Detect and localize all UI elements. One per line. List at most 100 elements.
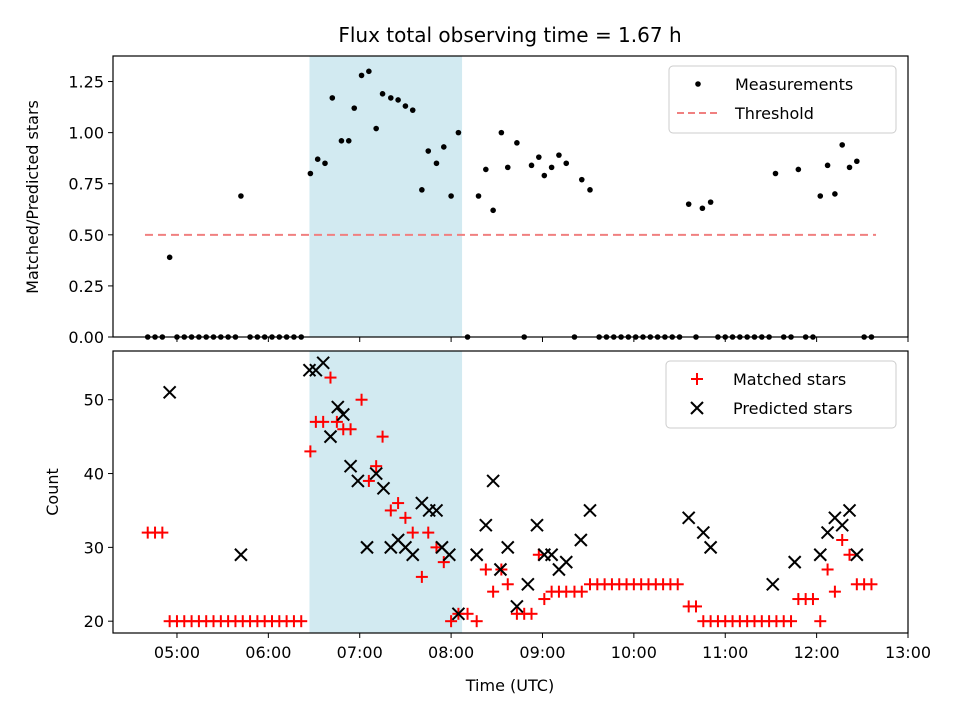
predicted-star-point [469,548,484,562]
matched-star-point [814,615,827,628]
top-x-ticks [176,337,909,342]
matched-star-point [445,615,458,628]
matched-star-point [415,570,428,583]
y-tick-label: 30 [84,538,104,557]
matched-star-point [422,526,435,539]
x-axis-label: Time (UTC) [465,676,554,695]
matched-star-point [470,615,483,628]
y-tick-label: 20 [84,612,104,631]
measurement-point [541,172,548,179]
matched-star-point [304,445,317,458]
top-legend-box [668,65,897,134]
measurement-point [395,97,401,103]
predicted-star-point [442,548,456,562]
measurement-point [166,254,173,261]
predicted-star-point [360,540,374,555]
matched-star-point [362,474,375,487]
measurement-point [440,144,447,150]
predicted-star-point [316,356,330,370]
matched-star-point [843,548,856,561]
matched-star-point [501,578,514,591]
y-tick-label: 0.75 [68,175,104,194]
measurement-point [358,72,365,79]
matched-star-point [399,511,412,524]
measurement-point [425,148,432,154]
predicted-star-point [234,548,248,562]
measurement-point [772,170,779,177]
matched-star-point [317,415,330,428]
bottom-axes-frame [112,350,909,634]
matched-star-point [392,497,405,510]
matched-star-point [785,615,798,628]
predicted-star-point [323,429,338,444]
predicted-star-point [336,407,350,422]
predicted-star-point [521,577,535,591]
measurement-point [824,162,831,169]
matched-star-point [487,585,500,598]
predicted-star-point [574,533,588,547]
measurement-point [338,138,345,144]
matched-star-point [330,415,343,428]
measurement-point [514,140,520,146]
measurement-point [433,160,440,167]
matched-star-point [828,585,841,598]
predicted-star-point [486,474,500,488]
matched-star-point [406,526,419,539]
predicted-star-point [559,555,573,569]
matched-star-point [355,393,368,406]
matched-star-point [671,578,684,591]
predicted-star-point [406,548,420,562]
top-observing-span [309,56,463,337]
y-tick-label: 40 [84,465,104,484]
x-tick-label: 09:00 [519,643,565,662]
matched-star-point [479,563,492,576]
predicted-star-point [850,548,864,562]
predicted-legend-marker [690,401,704,415]
predicted-star-point [583,503,597,518]
x-tick-label: 06:00 [245,643,291,662]
measurement-point [402,103,409,109]
matched-star-point [384,504,397,517]
matched-star-point [344,423,357,436]
measurement-point [329,95,336,101]
predicted-star-point [302,363,317,377]
matched-star-point [295,615,308,628]
measurement-point [455,129,462,136]
measurement-point [238,193,244,199]
top-y-axis: 0.00 0.25 0.50 0.75 1.00 1.25 [68,73,113,347]
predicted-star-point [376,481,391,496]
predicted-star-point [703,540,718,555]
measurement-point [387,95,394,101]
predicted-star-point [510,599,524,614]
top-axes-frame [112,55,909,338]
matched-star-point [821,563,834,576]
predicted-star-point [351,474,365,488]
measurement-point [839,142,846,148]
predicted-star-point [369,466,383,481]
measurement-point [685,201,692,207]
bottom-y-axis: 20 30 40 50 [84,391,113,631]
bottom-legend: Matched stars Predicted stars [665,360,897,429]
measurement-point [409,107,416,113]
measurement-point [373,125,379,132]
measurement-point [307,170,314,177]
measurement-point [832,191,838,197]
measurement-point [795,166,802,173]
matched-star-point [836,533,849,546]
matched-star-point [532,548,545,561]
predicted-star-point [501,540,515,555]
measurement-point [490,207,496,214]
top-y-axis-label: Matched/Predicted stars [23,100,42,294]
measurement-point [563,160,570,167]
measurement-point [366,68,372,75]
measurement-point [548,164,555,171]
bottom-legend-box [665,360,897,429]
top-legend: Measurements Threshold [668,65,897,134]
matched-star-point [575,585,588,598]
y-tick-label: 1.25 [68,73,104,92]
matched-legend-marker [691,373,703,385]
predicted-star-point [343,459,358,473]
predicted-star-point [835,518,849,532]
matched-star-point [461,607,474,620]
